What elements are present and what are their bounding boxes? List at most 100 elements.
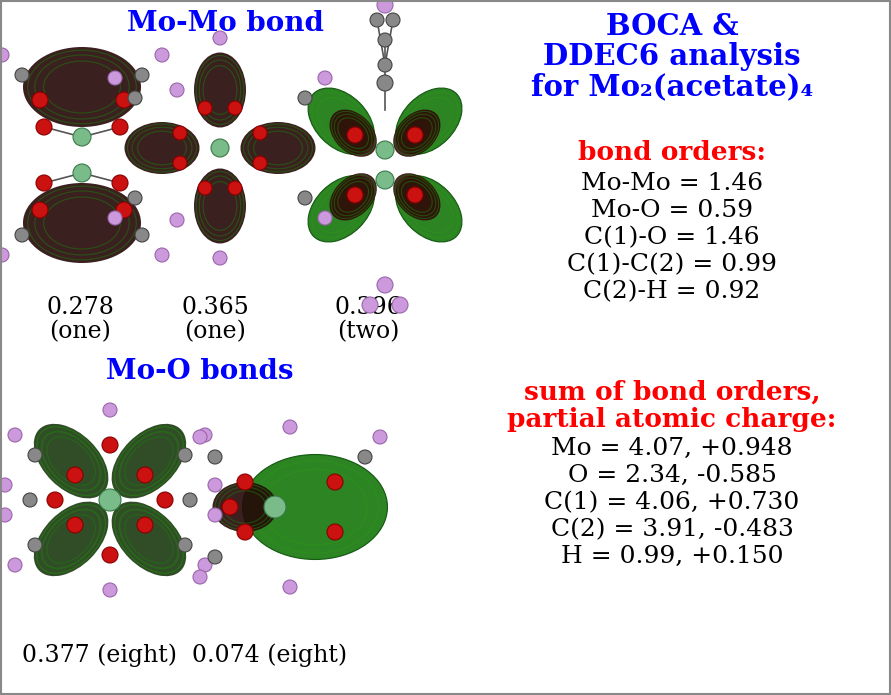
Text: 0.396: 0.396 bbox=[334, 296, 402, 319]
Circle shape bbox=[407, 187, 423, 203]
Circle shape bbox=[386, 13, 400, 27]
Circle shape bbox=[358, 450, 372, 464]
Circle shape bbox=[213, 31, 227, 45]
Circle shape bbox=[15, 228, 29, 242]
Ellipse shape bbox=[111, 424, 186, 498]
Circle shape bbox=[213, 251, 227, 265]
Circle shape bbox=[8, 558, 22, 572]
Circle shape bbox=[228, 101, 242, 115]
Text: C(1) = 4.06, +0.730: C(1) = 4.06, +0.730 bbox=[544, 491, 799, 514]
Text: Mo-O = 0.59: Mo-O = 0.59 bbox=[591, 199, 753, 222]
Ellipse shape bbox=[23, 47, 141, 127]
Circle shape bbox=[376, 141, 394, 159]
Circle shape bbox=[376, 171, 394, 189]
Circle shape bbox=[128, 191, 142, 205]
Circle shape bbox=[170, 213, 184, 227]
Text: (one): (one) bbox=[184, 320, 246, 343]
Circle shape bbox=[36, 119, 52, 135]
Circle shape bbox=[193, 430, 207, 444]
Circle shape bbox=[377, 277, 393, 293]
Circle shape bbox=[108, 71, 122, 85]
Circle shape bbox=[32, 92, 48, 108]
Circle shape bbox=[0, 508, 12, 522]
Circle shape bbox=[208, 550, 222, 564]
Circle shape bbox=[407, 127, 423, 143]
Circle shape bbox=[137, 467, 153, 483]
Text: Mo-O bonds: Mo-O bonds bbox=[106, 358, 294, 385]
Circle shape bbox=[377, 0, 393, 13]
Ellipse shape bbox=[111, 502, 186, 576]
Circle shape bbox=[23, 493, 37, 507]
Circle shape bbox=[67, 467, 83, 483]
Ellipse shape bbox=[194, 168, 246, 243]
Circle shape bbox=[102, 547, 118, 563]
Circle shape bbox=[8, 428, 22, 442]
Circle shape bbox=[116, 92, 132, 108]
Circle shape bbox=[208, 508, 222, 522]
Text: C(2) = 3.91, -0.483: C(2) = 3.91, -0.483 bbox=[551, 518, 794, 541]
Circle shape bbox=[327, 474, 343, 490]
Circle shape bbox=[15, 68, 29, 82]
Text: partial atomic charge:: partial atomic charge: bbox=[507, 407, 837, 432]
Circle shape bbox=[198, 101, 212, 115]
Text: DDEC6 analysis: DDEC6 analysis bbox=[544, 42, 801, 71]
Text: O = 2.34, -0.585: O = 2.34, -0.585 bbox=[568, 464, 776, 487]
Circle shape bbox=[253, 126, 267, 140]
Text: C(1)-O = 1.46: C(1)-O = 1.46 bbox=[584, 226, 760, 249]
Text: H = 0.99, +0.150: H = 0.99, +0.150 bbox=[560, 545, 783, 568]
Circle shape bbox=[298, 191, 312, 205]
Ellipse shape bbox=[125, 122, 200, 174]
Text: BOCA &: BOCA & bbox=[606, 12, 739, 41]
Circle shape bbox=[211, 139, 229, 157]
Circle shape bbox=[283, 420, 297, 434]
Circle shape bbox=[222, 499, 238, 515]
Circle shape bbox=[318, 211, 332, 225]
Text: 0.377 (eight): 0.377 (eight) bbox=[22, 643, 177, 667]
Ellipse shape bbox=[330, 110, 377, 157]
Text: (one): (one) bbox=[49, 320, 111, 343]
Circle shape bbox=[73, 128, 91, 146]
Text: 0.074 (eight): 0.074 (eight) bbox=[192, 643, 347, 667]
Text: 0.278: 0.278 bbox=[46, 296, 114, 319]
Ellipse shape bbox=[241, 122, 315, 174]
Circle shape bbox=[178, 448, 192, 462]
Circle shape bbox=[112, 175, 128, 191]
Text: Mo-Mo = 1.46: Mo-Mo = 1.46 bbox=[581, 172, 763, 195]
Circle shape bbox=[173, 126, 187, 140]
Circle shape bbox=[32, 202, 48, 218]
Circle shape bbox=[237, 474, 253, 490]
Text: Mo = 4.07, +0.948: Mo = 4.07, +0.948 bbox=[552, 437, 793, 460]
Circle shape bbox=[155, 248, 169, 262]
Ellipse shape bbox=[242, 455, 388, 559]
Circle shape bbox=[178, 538, 192, 552]
Circle shape bbox=[253, 156, 267, 170]
Circle shape bbox=[155, 48, 169, 62]
Circle shape bbox=[198, 428, 212, 442]
Circle shape bbox=[264, 496, 286, 518]
Ellipse shape bbox=[308, 88, 374, 154]
Circle shape bbox=[137, 517, 153, 533]
Circle shape bbox=[377, 75, 393, 91]
Ellipse shape bbox=[396, 176, 462, 242]
Circle shape bbox=[99, 489, 121, 511]
Circle shape bbox=[208, 450, 222, 464]
Circle shape bbox=[327, 524, 343, 540]
Circle shape bbox=[157, 492, 173, 508]
Ellipse shape bbox=[34, 502, 109, 576]
Circle shape bbox=[378, 58, 392, 72]
Circle shape bbox=[135, 68, 149, 82]
Circle shape bbox=[67, 517, 83, 533]
Ellipse shape bbox=[308, 176, 374, 242]
Circle shape bbox=[318, 71, 332, 85]
Circle shape bbox=[116, 202, 132, 218]
Ellipse shape bbox=[23, 183, 141, 263]
Circle shape bbox=[193, 570, 207, 584]
Circle shape bbox=[112, 119, 128, 135]
Circle shape bbox=[208, 478, 222, 492]
Text: for Mo₂(acetate)₄: for Mo₂(acetate)₄ bbox=[531, 72, 813, 101]
Circle shape bbox=[370, 13, 384, 27]
Text: 0.365: 0.365 bbox=[181, 296, 249, 319]
Circle shape bbox=[0, 48, 9, 62]
Ellipse shape bbox=[396, 88, 462, 154]
Circle shape bbox=[73, 164, 91, 182]
